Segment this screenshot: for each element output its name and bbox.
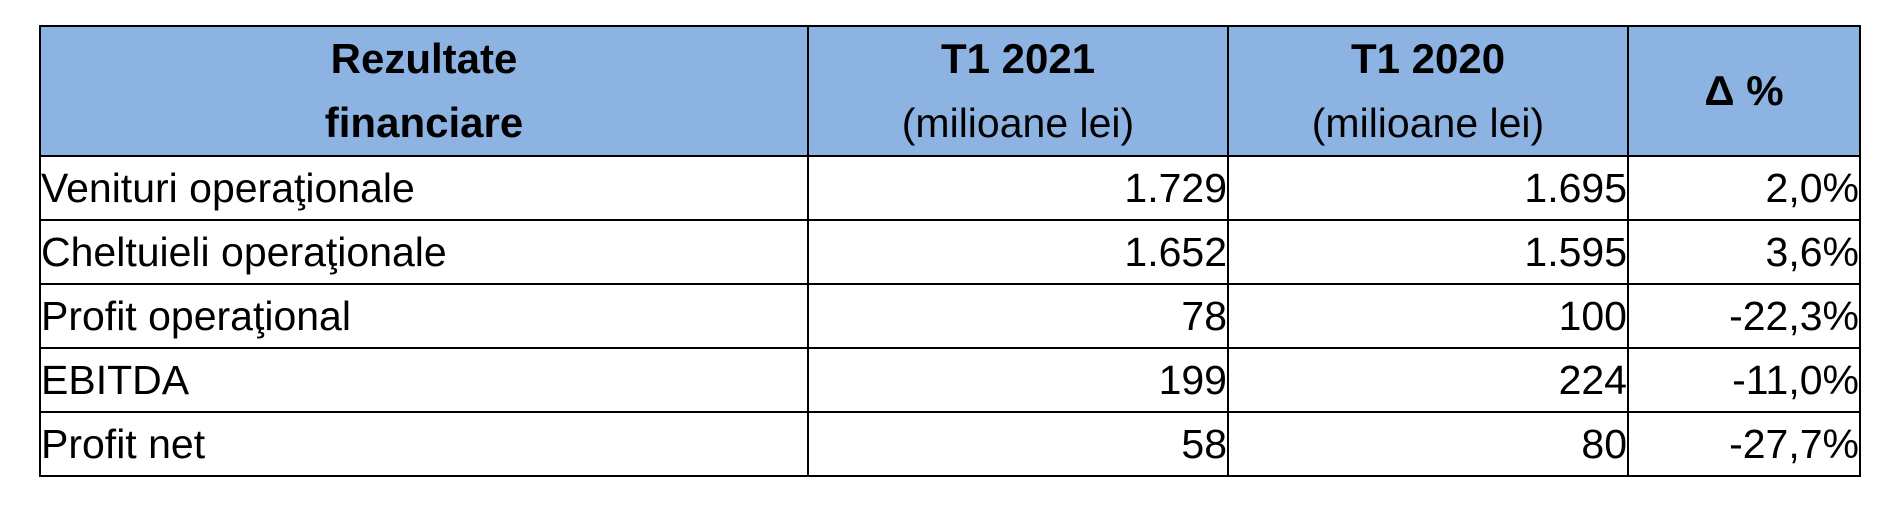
value-t1-2020: 100 bbox=[1227, 283, 1629, 349]
value-t1-2021: 1.729 bbox=[807, 155, 1229, 221]
header-delta-label: Δ % bbox=[1704, 67, 1784, 114]
value-t1-2021: 78 bbox=[807, 283, 1229, 349]
table-body: Venituri operaţionale 1.729 1.695 2,0% C… bbox=[39, 155, 1861, 477]
row-label: Venituri operaţionale bbox=[39, 155, 809, 221]
header-unit-label: (milioane lei) bbox=[901, 100, 1135, 146]
value-delta: -22,3% bbox=[1627, 283, 1861, 349]
header-cell-financial-results: Rezultate financiare bbox=[39, 25, 809, 157]
header-period-label: T1 2021 bbox=[940, 35, 1096, 82]
value-delta: 2,0% bbox=[1627, 155, 1861, 221]
value-t1-2020: 224 bbox=[1227, 347, 1629, 413]
value-delta: -11,0% bbox=[1627, 347, 1861, 413]
table-row: Profit net 58 80 -27,7% bbox=[39, 411, 1861, 477]
row-label: Profit net bbox=[39, 411, 809, 477]
financial-results-table: Rezultate financiare T1 2021 (milioane l… bbox=[39, 25, 1861, 477]
value-delta: -27,7% bbox=[1627, 411, 1861, 477]
row-label: EBITDA bbox=[39, 347, 809, 413]
value-t1-2021: 1.652 bbox=[807, 219, 1229, 285]
header-title-line2: financiare bbox=[324, 99, 524, 146]
header-unit-label: (milioane lei) bbox=[1311, 100, 1545, 146]
value-t1-2020: 1.695 bbox=[1227, 155, 1629, 221]
table-row: EBITDA 199 224 -11,0% bbox=[39, 347, 1861, 413]
value-t1-2020: 1.595 bbox=[1227, 219, 1629, 285]
row-label: Profit operaţional bbox=[39, 283, 809, 349]
value-t1-2021: 199 bbox=[807, 347, 1229, 413]
table-header: Rezultate financiare T1 2021 (milioane l… bbox=[39, 25, 1861, 157]
table-row: Venituri operaţionale 1.729 1.695 2,0% bbox=[39, 155, 1861, 221]
header-row: Rezultate financiare T1 2021 (milioane l… bbox=[39, 25, 1861, 157]
table-row: Cheltuieli operaţionale 1.652 1.595 3,6% bbox=[39, 219, 1861, 285]
header-cell-delta-percent: Δ % bbox=[1627, 25, 1861, 157]
header-cell-t1-2021: T1 2021 (milioane lei) bbox=[807, 25, 1229, 157]
value-t1-2020: 80 bbox=[1227, 411, 1629, 477]
header-cell-t1-2020: T1 2020 (milioane lei) bbox=[1227, 25, 1629, 157]
table-row: Profit operaţional 78 100 -22,3% bbox=[39, 283, 1861, 349]
header-period-label: T1 2020 bbox=[1350, 35, 1506, 82]
row-label: Cheltuieli operaţionale bbox=[39, 219, 809, 285]
value-delta: 3,6% bbox=[1627, 219, 1861, 285]
value-t1-2021: 58 bbox=[807, 411, 1229, 477]
header-title-line1: Rezultate bbox=[330, 35, 518, 82]
